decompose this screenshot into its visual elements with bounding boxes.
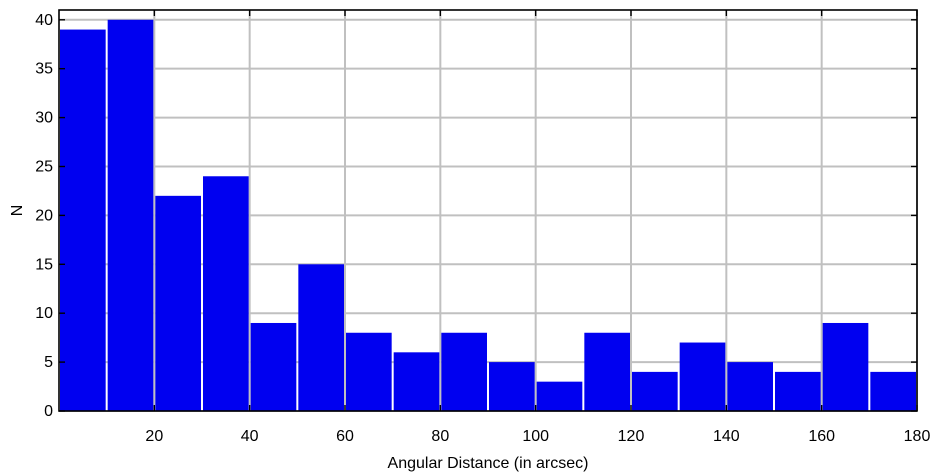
x-axis-title: Angular Distance (in arcsec) <box>388 455 589 472</box>
y-tick-label: 35 <box>35 61 53 78</box>
x-tick-label: 60 <box>336 428 354 445</box>
y-axis-title: N <box>9 205 26 217</box>
x-tick-label: 160 <box>808 428 835 445</box>
histogram-bar <box>250 322 297 411</box>
x-tick-label: 20 <box>145 428 163 445</box>
histogram-bar <box>60 29 106 412</box>
histogram-bar <box>536 381 583 411</box>
grid-lines <box>59 10 918 412</box>
histogram-bar <box>822 322 869 411</box>
axis-ticks <box>59 10 918 412</box>
histogram-bar <box>489 362 535 411</box>
histogram-bar <box>679 342 726 411</box>
x-tick-label: 180 <box>904 428 931 445</box>
x-tick-label: 40 <box>241 428 259 445</box>
histogram-bar <box>775 371 821 411</box>
histogram-bar <box>441 332 487 411</box>
histogram-bar <box>298 264 344 411</box>
x-tick-label: 120 <box>618 428 645 445</box>
y-tick-label: 20 <box>35 207 53 224</box>
histogram-bar <box>346 332 392 411</box>
y-tick-label: 0 <box>44 403 53 420</box>
histogram-bar <box>727 362 773 411</box>
y-tick-label: 30 <box>35 110 53 127</box>
y-tick-labels: 0 5 10 15 20 25 30 35 40 <box>35 12 53 420</box>
x-tick-label: 140 <box>713 428 740 445</box>
x-tick-labels: 20 40 60 80 100 120 140 160 180 <box>145 428 930 445</box>
y-tick-label: 25 <box>35 158 53 175</box>
histogram-bar <box>107 19 154 411</box>
x-tick-label: 100 <box>522 428 549 445</box>
histogram-bars <box>60 19 916 412</box>
histogram-bar <box>584 332 630 411</box>
histogram-bar <box>155 195 201 411</box>
y-tick-label: 15 <box>35 256 53 273</box>
histogram-bar <box>870 371 916 411</box>
histogram-bar <box>203 176 249 411</box>
plot-frame <box>58 9 918 412</box>
histogram-bar <box>393 352 440 411</box>
y-tick-label: 10 <box>35 305 53 322</box>
y-tick-label: 5 <box>44 354 53 371</box>
histogram-bar <box>632 371 678 411</box>
x-tick-label: 80 <box>431 428 449 445</box>
y-tick-label: 40 <box>35 12 53 29</box>
